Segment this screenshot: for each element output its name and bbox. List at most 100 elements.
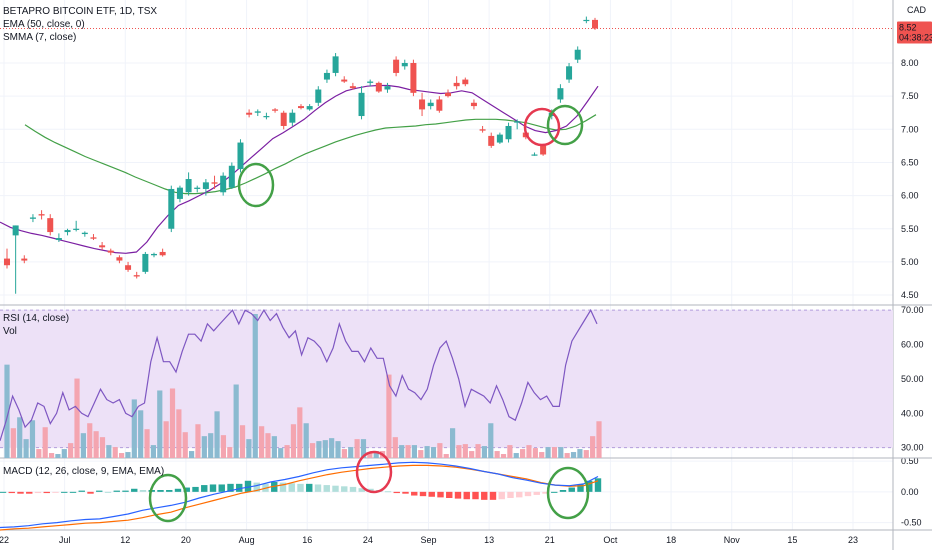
- volume-bar: [316, 441, 322, 458]
- macd-histogram-bar: [61, 491, 68, 493]
- chart-title[interactable]: BETAPRO BITCOIN ETF, 1D, TSX: [3, 6, 158, 17]
- macd-histogram-bar: [209, 484, 217, 492]
- macd-histogram-bar: [244, 480, 252, 492]
- x-tick-label: 15: [787, 535, 797, 545]
- macd-histogram-bar: [472, 491, 479, 500]
- rsi-legend-label[interactable]: RSI (14, close): [3, 313, 70, 324]
- volume-bar: [252, 314, 258, 458]
- ema-line: [24, 114, 597, 195]
- x-tick-label: Sep: [420, 535, 436, 545]
- candle-body: [176, 187, 183, 199]
- x-tick-label: 13: [484, 535, 494, 545]
- volume-bar: [99, 437, 106, 458]
- ema-legend[interactable]: EMA (50, close, 0): [3, 19, 85, 30]
- y-tick-label: 0.00: [901, 487, 919, 497]
- candle-body: [272, 109, 279, 111]
- annotation-circle: [148, 473, 188, 523]
- macd-legend-label[interactable]: MACD (12, 26, close, 9, EMA, EMA): [3, 466, 165, 477]
- volume-bar: [411, 445, 417, 458]
- volume-bar: [80, 433, 86, 458]
- macd-histogram-bar: [201, 485, 208, 492]
- candle-body: [99, 245, 106, 248]
- candle-body: [81, 232, 88, 235]
- volume-bar: [373, 451, 379, 458]
- volume-bar: [36, 449, 42, 458]
- candle-body: [531, 154, 538, 156]
- y-tick-label: 7.50: [901, 91, 919, 101]
- macd-histogram-bar: [131, 488, 138, 492]
- y-tick-label: 50.00: [901, 374, 924, 384]
- candle-body: [73, 228, 80, 230]
- macd-histogram-bar: [69, 491, 77, 493]
- annotation-circle: [523, 107, 561, 147]
- vol-legend-label[interactable]: Vol: [3, 326, 17, 337]
- candle-body: [367, 81, 374, 83]
- volume-bar: [443, 454, 449, 458]
- macd-histogram-bar: [551, 491, 558, 493]
- smma-legend[interactable]: SMMA (7, close): [3, 32, 77, 43]
- candle-body: [298, 106, 304, 109]
- volume-bar: [564, 453, 570, 458]
- volume-bar: [29, 420, 36, 458]
- macd-histogram-bar: [34, 491, 42, 494]
- candle-body: [107, 250, 114, 253]
- candle-body: [254, 111, 261, 113]
- volume-bar: [265, 433, 271, 458]
- candle-body: [289, 112, 296, 123]
- macd-histogram-bar: [253, 482, 260, 492]
- y-tick-label: 6.00: [901, 191, 919, 201]
- annotation-circle: [546, 104, 584, 146]
- macd-histogram-bar: [166, 490, 173, 492]
- macd-histogram-bar: [183, 487, 190, 492]
- macd-histogram-bar: [349, 486, 357, 492]
- volume-bar: [322, 440, 328, 458]
- price-tag-box: [897, 21, 932, 44]
- macd-legend: MACD (12, 26, close, 9, EMA, EMA): [3, 465, 164, 478]
- volume-bar: [500, 454, 507, 458]
- volume-bar: [176, 409, 182, 458]
- macd-histogram-bar: [0, 491, 7, 493]
- macd-histogram-bar: [481, 491, 488, 500]
- candle-body: [263, 116, 270, 118]
- x-tick-label: 23: [848, 535, 858, 545]
- volume-bar: [157, 390, 163, 458]
- volume-bar: [596, 421, 602, 458]
- y-tick-label: 40.00: [901, 408, 924, 418]
- macd-histogram-bar: [271, 482, 278, 492]
- y-tick-label: 4.50: [901, 290, 919, 300]
- volume-bar: [246, 439, 252, 458]
- y-tick-label: 6.50: [901, 157, 919, 167]
- candle-body: [38, 214, 45, 216]
- macd-histogram-bar: [393, 491, 400, 494]
- volume-bar: [125, 452, 131, 458]
- volume-bar: [233, 384, 239, 458]
- candle-body: [470, 102, 477, 107]
- x-tick-label: 18: [666, 535, 676, 545]
- macd-histogram-bar: [367, 488, 374, 492]
- annotation-circle: [546, 466, 590, 520]
- macd-histogram-bar: [17, 491, 24, 494]
- macd-histogram-bar: [323, 485, 330, 492]
- volume-bar: [354, 439, 360, 458]
- volume-bar: [61, 449, 67, 458]
- volume-bar: [23, 439, 29, 458]
- volume-bar: [590, 436, 596, 458]
- macd-histogram-bar: [437, 491, 444, 498]
- volume-bar: [335, 441, 341, 458]
- volume-bar: [138, 410, 144, 458]
- macd-histogram-bar: [341, 486, 348, 492]
- candle-body: [306, 106, 313, 110]
- x-tick-label: Jul: [59, 535, 71, 545]
- volume-bar: [118, 453, 125, 458]
- candle-body: [505, 125, 512, 140]
- volume-bar: [131, 399, 137, 458]
- macd-histogram-bar: [297, 483, 304, 492]
- volume-bar: [386, 374, 392, 458]
- y-tick-label: 7.00: [901, 124, 919, 134]
- volume-bar: [348, 447, 354, 458]
- macd-histogram-bar: [446, 491, 453, 498]
- macd-histogram-bar: [516, 491, 523, 498]
- volume-bar: [68, 443, 74, 458]
